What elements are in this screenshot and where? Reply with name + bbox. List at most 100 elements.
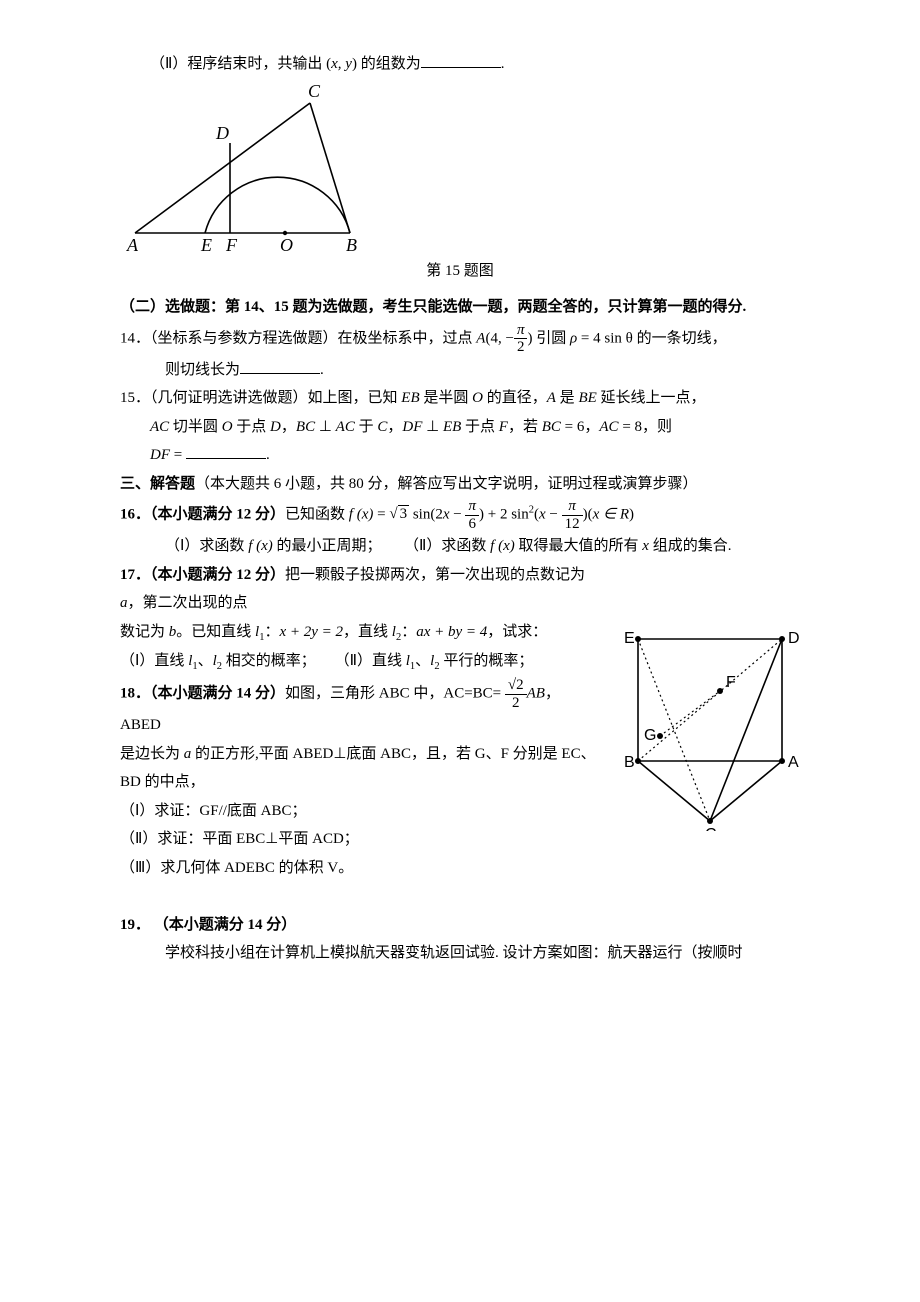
q13-blank	[421, 52, 501, 68]
svg-text:F: F	[225, 235, 238, 253]
q15-num: 15．	[120, 390, 150, 406]
fig18-svg: EDBACFG	[610, 621, 800, 831]
q19-head: 19． （本小题满分 14 分）	[120, 911, 800, 940]
q15-A: A	[547, 390, 556, 406]
q19-pts: （本小题满分 14 分）	[154, 917, 297, 933]
q15-AC2: AC	[336, 419, 355, 435]
q17-t4: 。已知直线	[176, 624, 255, 640]
q15-F: F	[499, 419, 508, 435]
section2-title-text: （二）选做题：第 14、15 题为选做题，考生只能选做一题，两题全答的，只计算第…	[120, 299, 743, 315]
q16-frac1: π6	[465, 498, 479, 532]
q18-num: 18．	[120, 686, 150, 702]
q13-part2: （Ⅱ）程序结束时，共输出 (x, y) 的组数为.	[120, 50, 800, 79]
q18-line2: 是边长为 a 的正方形,平面 ABED⊥底面 ABC，且，若 G、F 分别是 E…	[120, 740, 600, 769]
q17-q18-row: 17．（本小题满分 12 分）把一颗骰子投掷两次，第一次出现的点数记为 a，第二…	[120, 561, 800, 883]
q18-frac: √22	[505, 677, 527, 711]
q16-line1: 16．（本小题满分 12 分）已知函数 f (x) = 3 sin(2x − π…	[120, 498, 800, 532]
q15-D: D	[270, 419, 281, 435]
q16-parts: （Ⅰ）求函数 f (x) 的最小正周期； （Ⅱ）求函数 f (x) 取得最大值的…	[120, 532, 800, 561]
q16-sinpre: sin(2	[409, 506, 443, 522]
q17-pts: （本小题满分 12 分）	[150, 567, 285, 583]
q18-t3: 是边长为	[120, 746, 184, 762]
q18-line3: BD 的中点，	[120, 768, 600, 797]
q14-pre: 在极坐标系中，过点	[338, 330, 477, 346]
svg-text:O: O	[280, 235, 293, 253]
svg-text:E: E	[624, 630, 635, 647]
q14-mid: 引圆	[532, 330, 570, 346]
q16-fx: f (x)	[349, 506, 374, 522]
q15-eq2r: = 8	[619, 419, 642, 435]
q14-line1: 14．（坐标系与参数方程选做题）在极坐标系中，过点 A(4, −π2) 引圆 ρ…	[120, 322, 800, 356]
q17-p2: （Ⅱ）直线	[335, 653, 406, 669]
q16-sqrt3-rad: 3	[398, 505, 410, 522]
q17-t3: 数记为	[120, 624, 169, 640]
q17-p1post: 相交的概率；	[222, 653, 316, 669]
q16-minus2: −	[546, 506, 562, 522]
section3-note: （本大题共 6 小题，共 80 分，解答应写出文字说明，证明过程或演算步骤）	[195, 476, 698, 492]
section2-title: （二）选做题：第 14、15 题为选做题，考生只能选做一题，两题全答的，只计算第…	[120, 293, 800, 322]
q15-O2: O	[222, 419, 233, 435]
q14-eq: = 4 sin θ	[577, 330, 633, 346]
q18-t1: 如图，三角形 ABC 中，AC=BC=	[285, 686, 505, 702]
q17-a: a	[120, 595, 128, 611]
q15-perp1: ⊥	[315, 419, 336, 435]
q15-line1: 15．（几何证明选讲选做题）如上图，已知 EB 是半圆 O 的直径，A 是 BE…	[120, 384, 800, 413]
q17-q18-text: 17．（本小题满分 12 分）把一颗骰子投掷两次，第一次出现的点数记为 a，第二…	[120, 561, 600, 883]
q15-line3: DF = .	[120, 441, 800, 470]
q16-sqrt3: 3	[389, 500, 409, 529]
q15-t7: 于点	[233, 419, 271, 435]
q15-anslhs: DF	[150, 447, 170, 463]
q13-vars: x, y	[331, 56, 352, 72]
q16-p2post: 取得最大值的所有	[515, 538, 643, 554]
q16-mid: ) + 2 sin	[479, 506, 529, 522]
q17-parts: （Ⅰ）直线 l1、l2 相交的概率； （Ⅱ）直线 l1、l2 平行的概率；	[120, 647, 600, 677]
q17-num: 17．	[120, 567, 150, 583]
q15-t11: ，则	[642, 419, 672, 435]
section3: 三、解答题（本大题共 6 小题，共 80 分，解答应写出文字说明，证明过程或演算…	[120, 470, 800, 499]
q16-fx-p1: f (x)	[248, 538, 273, 554]
q13-period: .	[501, 56, 505, 72]
q18-AB: AB	[527, 686, 545, 702]
q14-lparen: (4, −	[485, 330, 513, 346]
q14-num: 14．	[120, 330, 150, 346]
q16-f1n: π	[465, 498, 479, 516]
q15-blank	[186, 443, 266, 459]
q16-f2n: π	[562, 498, 583, 516]
q16-minus1: −	[450, 506, 466, 522]
q14-frac: π2	[514, 322, 528, 356]
q16-f1d: 6	[465, 516, 479, 533]
svg-text:G: G	[644, 727, 656, 744]
q15-c1: ，	[281, 419, 296, 435]
q14-line2: 则切线长为.	[120, 356, 800, 385]
q15-c3: ，	[584, 419, 599, 435]
q17-line2: 数记为 b。已知直线 l1：x + 2y = 2，直线 l2：ax + by =…	[120, 618, 600, 648]
q13-after: ) 的组数为	[352, 56, 421, 72]
q16-p1post: 的最小正周期；	[273, 538, 382, 554]
q15-t2: 是半圆	[420, 390, 473, 406]
svg-text:C: C	[308, 83, 321, 101]
q14-frac-den: 2	[514, 339, 528, 356]
q16-num: 16．	[120, 506, 150, 522]
q19-num: 19．	[120, 917, 150, 933]
q16-xinR: x ∈ R	[593, 506, 629, 522]
q15-BE: BE	[578, 390, 596, 406]
q15-t5: 延长线上一点，	[597, 390, 706, 406]
q17-eq2: ax + by = 4	[416, 624, 487, 640]
q16-p2x: x	[642, 538, 649, 554]
q15-t9: 于点	[461, 419, 499, 435]
svg-text:D: D	[788, 630, 800, 647]
q17-t6: ，试求：	[487, 624, 547, 640]
q17-eq1: x + 2y = 2	[279, 624, 343, 640]
q15-eq1l: BC	[542, 419, 561, 435]
q18-pts: （本小题满分 14 分）	[150, 686, 285, 702]
q17-and2: 、	[415, 653, 430, 669]
q15-AC: AC	[150, 419, 169, 435]
q16-eq: =	[373, 506, 389, 522]
svg-text:E: E	[200, 235, 212, 253]
q16-close: )	[629, 506, 634, 522]
q14-frac-num: π	[514, 322, 528, 340]
q15-t8: 于	[355, 419, 378, 435]
q17-colon2: ：	[401, 624, 416, 640]
q15-period: .	[266, 447, 270, 463]
q17-and1: 、	[198, 653, 213, 669]
